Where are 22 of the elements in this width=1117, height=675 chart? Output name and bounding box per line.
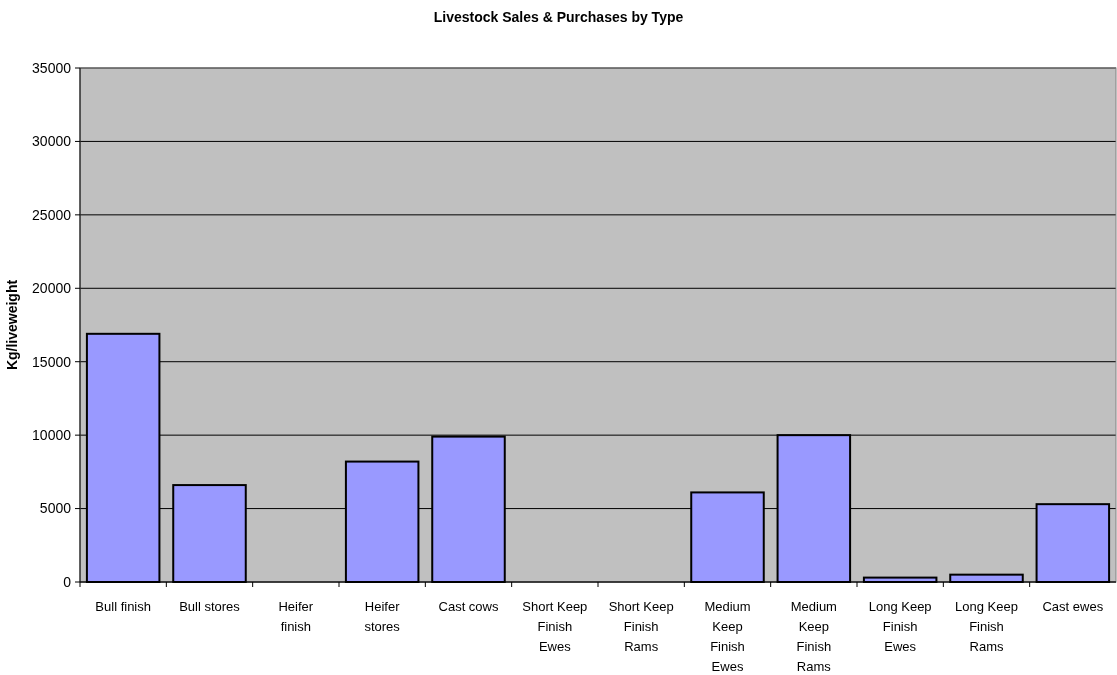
x-tick-label: Cast cows — [438, 599, 499, 614]
y-tick-label: 0 — [63, 573, 72, 590]
x-tick-label: Long Keep Finish Rams — [955, 599, 1018, 654]
y-tick-label: 5000 — [39, 500, 72, 517]
x-tick-label: Bull stores — [179, 599, 241, 614]
y-tick-label: 10000 — [32, 427, 72, 444]
y-tick-label: 15000 — [32, 353, 72, 370]
x-tick-label: Bull finish — [95, 599, 151, 614]
x-tick-label: Heifer finish — [278, 599, 314, 634]
x-tick-label: Medium Keep Finish Rams — [790, 599, 837, 674]
x-tick-label: Medium Keep Finish Ewes — [704, 599, 751, 674]
x-tick-label: Cast ewes — [1042, 599, 1104, 614]
y-tick-label: 20000 — [32, 280, 72, 297]
y-tick-label: 35000 — [32, 59, 72, 76]
y-axis-title: Kg/liveweight — [4, 279, 20, 371]
y-tick-label: 25000 — [32, 206, 72, 223]
x-tick-label: Heifer stores — [364, 599, 401, 634]
y-tick-label: 30000 — [32, 133, 72, 150]
x-tick-label: Short Keep Finish Rams — [608, 599, 674, 654]
chart-title: Livestock Sales & Purchases by Type — [433, 9, 684, 25]
x-tick-label: Short Keep Finish Ewes — [522, 599, 588, 654]
x-tick-label: Long Keep Finish Ewes — [868, 599, 932, 654]
